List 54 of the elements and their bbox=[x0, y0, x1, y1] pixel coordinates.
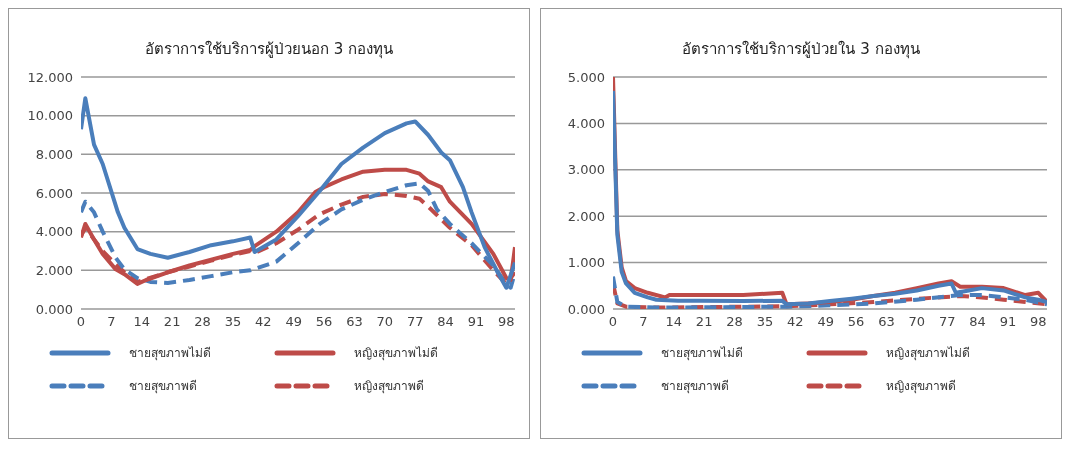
line-series bbox=[81, 96, 515, 290]
x-tick-label: 63 bbox=[346, 314, 363, 330]
x-tick-label: 0 bbox=[608, 314, 618, 330]
x-tick-label: 98 bbox=[498, 314, 515, 330]
x-tick-label: 14 bbox=[133, 314, 151, 330]
x-tick-label: 7 bbox=[639, 314, 648, 330]
x-tick-label: 28 bbox=[194, 314, 211, 330]
legend-label: หญิงสุขภาพดี bbox=[354, 378, 424, 395]
x-tick-label: 70 bbox=[376, 314, 394, 330]
legend-label: ชายสุขภาพไม่ดี bbox=[661, 345, 743, 362]
x-tick-label: 70 bbox=[908, 314, 926, 330]
x-tick-label: 7 bbox=[107, 314, 116, 330]
x-tick-label: 56 bbox=[847, 314, 865, 330]
y-tick-label: 6.000 bbox=[35, 185, 73, 201]
chart-title: อัตราการใช้บริการผู้ป่วยใน 3 กองทุน bbox=[681, 39, 921, 61]
chart-title: อัตราการใช้บริการผู้ป่วยนอก 3 กองทุน bbox=[143, 39, 395, 61]
x-tick-label: 21 bbox=[163, 314, 181, 330]
y-tick-label: 2.000 bbox=[35, 262, 73, 278]
x-tick-label: 14 bbox=[665, 314, 683, 330]
x-tick-label: 35 bbox=[224, 314, 242, 330]
y-tick-label: 8.000 bbox=[35, 146, 73, 162]
x-tick-label: 49 bbox=[285, 314, 302, 330]
x-tick-label: 42 bbox=[255, 314, 272, 330]
x-tick-label: 49 bbox=[817, 314, 834, 330]
x-tick-label: 0 bbox=[76, 314, 86, 330]
y-tick-label: 0.000 bbox=[35, 301, 73, 317]
y-tick-label: 4.000 bbox=[567, 116, 605, 132]
x-tick-label: 77 bbox=[406, 314, 424, 330]
x-tick-label: 77 bbox=[938, 314, 956, 330]
legend-label: หญิงสุขภาพไม่ดี bbox=[354, 345, 438, 362]
y-tick-label: 5.000 bbox=[567, 69, 605, 85]
legend-label: หญิงสุขภาพไม่ดี bbox=[886, 345, 970, 362]
x-tick-label: 56 bbox=[315, 314, 333, 330]
legend-label: ชายสุขภาพไม่ดี bbox=[129, 345, 211, 362]
y-tick-label: 1.000 bbox=[567, 255, 605, 271]
x-tick-label: 91 bbox=[999, 314, 1017, 330]
x-tick-label: 21 bbox=[695, 314, 713, 330]
y-tick-label: 12.000 bbox=[27, 69, 73, 85]
x-tick-label: 42 bbox=[787, 314, 804, 330]
y-tick-label: 4.000 bbox=[35, 224, 73, 240]
x-tick-label: 35 bbox=[756, 314, 774, 330]
x-tick-label: 63 bbox=[878, 314, 895, 330]
x-tick-label: 28 bbox=[726, 314, 743, 330]
x-tick-label: 84 bbox=[969, 314, 986, 330]
legend-label: ชายสุขภาพดี bbox=[661, 378, 729, 395]
y-tick-label: 3.000 bbox=[567, 162, 605, 178]
legend-label: ชายสุขภาพดี bbox=[129, 378, 197, 395]
y-tick-label: 10.000 bbox=[27, 108, 73, 124]
y-tick-label: 0.000 bbox=[567, 301, 605, 317]
legend-label: หญิงสุขภาพดี bbox=[886, 378, 956, 395]
x-tick-label: 84 bbox=[437, 314, 454, 330]
x-tick-label: 91 bbox=[467, 314, 485, 330]
y-tick-label: 2.000 bbox=[567, 208, 605, 224]
x-tick-label: 98 bbox=[1030, 314, 1047, 330]
